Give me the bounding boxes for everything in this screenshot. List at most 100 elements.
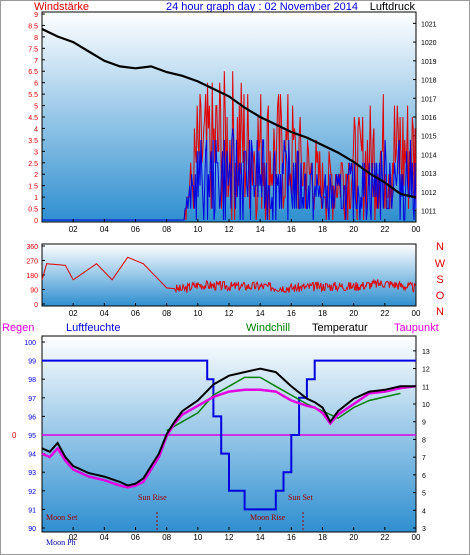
temp-ytick-label: 8 [422, 437, 426, 444]
legend-regen: Regen [2, 322, 34, 334]
hum-ytick-label: 100 [24, 340, 36, 347]
wind-ytick-label: 8.5 [28, 23, 38, 30]
temp-ytick-label: 5 [422, 491, 426, 498]
wind-ytick-label: 1.5 [28, 184, 38, 191]
wind-direction-line [41, 256, 416, 294]
pressure-ytick-label: 1016 [421, 115, 437, 122]
hum-ytick-label: 91 [28, 507, 36, 514]
temperature-panel [41, 335, 417, 533]
temp-ytick-label: 13 [422, 349, 430, 356]
sun-set-label: Sun Set [288, 493, 313, 502]
legend-luftfeuchte: Luftfeuchte [66, 322, 120, 334]
temp-xtick-label: 16 [287, 533, 296, 542]
wind-xtick-label: 20 [349, 225, 358, 234]
header-center: 24 hour graph day : 02 November 2014 [166, 1, 358, 13]
dir-ytick-label: 270 [26, 259, 38, 266]
windchill-line [166, 376, 401, 432]
wind-ytick-label: 3 [34, 149, 38, 156]
wind-ytick-label: 0 [34, 218, 38, 225]
dir-xtick-label: 16 [287, 309, 296, 318]
temp-ytick-label: 7 [422, 455, 426, 462]
wind-dir-o: O [436, 290, 445, 302]
hum-ytick-label: 94 [28, 452, 36, 459]
wind-dir-n-bottom: N [436, 306, 444, 318]
temp-xtick-label: 22 [380, 533, 389, 542]
wind-xtick-label: 10 [193, 225, 202, 234]
moon-rise-label: Moon Rise [250, 513, 286, 522]
wind-ytick-label: 3.5 [28, 138, 38, 145]
wind-ytick-label: 2 [34, 172, 38, 179]
pressure-line [41, 28, 417, 199]
dir-xtick-label: 12 [225, 309, 234, 318]
dir-xtick-label: 14 [256, 309, 265, 318]
dir-xtick-label: 02 [69, 309, 78, 318]
wind-ytick-label: 9 [34, 12, 38, 19]
pressure-ytick-label: 1014 [421, 152, 437, 159]
dir-ytick-label: 360 [26, 244, 38, 251]
wind-ytick-label: 7.5 [28, 46, 38, 53]
wind-direction-marks: 0 90 180 270 360 02 04 06 08 10 12 14 16 18 20 22 00 [26, 244, 421, 318]
temp-xtick-label: 20 [349, 533, 358, 542]
dir-xtick-label: 06 [131, 309, 140, 318]
temp-xtick-label: 08 [162, 533, 171, 542]
temp-xtick-label: 10 [193, 533, 202, 542]
temp-xtick-label: 06 [131, 533, 140, 542]
legend-temperatur: Temperatur [312, 322, 368, 334]
pressure-ytick-label: 1021 [421, 21, 437, 28]
wind-xtick-label: 00 [412, 225, 421, 234]
wind-ytick-label: 0.5 [28, 207, 38, 214]
temp-xtick-label: 18 [318, 533, 327, 542]
temp-ytick-label: 6 [422, 473, 426, 480]
temp-ytick-label: 10 [422, 402, 430, 409]
wind-ytick-label: 4 [34, 126, 38, 133]
temp-ytick-label: 11 [422, 384, 429, 391]
wind-ytick-label: 8 [34, 35, 38, 42]
dir-ytick-label: 0 [34, 302, 38, 309]
hum-ytick-label: 98 [28, 377, 36, 384]
dir-xtick-label: 00 [412, 309, 421, 318]
dewpoint-line [41, 385, 417, 489]
pressure-ytick-label: 1011 [421, 209, 436, 216]
hum-ytick-label: 93 [28, 470, 36, 477]
temp-ytick-label: 4 [422, 508, 426, 515]
dir-xtick-label: 08 [162, 309, 171, 318]
temp-xtick-label: 00 [412, 533, 421, 542]
pressure-ytick-label: 1018 [421, 78, 437, 85]
dir-xtick-label: 20 [349, 309, 358, 318]
dir-xtick-label: 22 [380, 309, 389, 318]
wind-ytick-label: 1 [34, 195, 38, 202]
hum-ytick-label: 97 [28, 396, 36, 403]
wind-xtick-label: 06 [131, 225, 140, 234]
wind-xtick-label: 18 [318, 225, 327, 234]
wind-xtick-label: 04 [100, 225, 109, 234]
temp-xtick-label: 14 [256, 533, 265, 542]
pressure-ytick-label: 1015 [421, 134, 437, 141]
temp-xtick-label: 12 [225, 533, 234, 542]
pressure-ytick-label: 1012 [421, 190, 437, 197]
wind-xtick-label: 16 [287, 225, 296, 234]
wind-pressure-marks: 00.511.522.533.544.555.566.577.588.59101… [28, 12, 436, 234]
wind-xtick-label: 02 [69, 225, 78, 234]
wind-ytick-label: 6 [34, 81, 38, 88]
wind-ytick-label: 2.5 [28, 161, 38, 168]
moon-set-label: Moon Set [46, 513, 78, 522]
wind-dir-w: W [435, 258, 446, 270]
wind-ytick-label: 4.5 [28, 115, 38, 122]
wind-xtick-label: 08 [162, 225, 171, 234]
wind-ytick-label: 5 [34, 104, 38, 111]
temperature-marks: 9091929394959697989910034567891011121300… [12, 340, 430, 542]
hum-ytick-label: 90 [28, 526, 36, 533]
temp-xtick-label: 04 [100, 533, 109, 542]
wind-ytick-label: 6.5 [28, 69, 38, 76]
wind-dir-s: S [436, 274, 443, 286]
wind-direction-panel [41, 243, 417, 307]
dir-xtick-label: 10 [193, 309, 202, 318]
header-right: Luftdruck [370, 1, 416, 13]
pressure-ytick-label: 1017 [421, 96, 437, 103]
wind-ytick-label: 5.5 [28, 92, 38, 99]
legend-taupunkt: Taupunkt [394, 322, 439, 334]
wind-xtick-label: 14 [256, 225, 265, 234]
pressure-ytick-label: 1019 [421, 59, 437, 66]
